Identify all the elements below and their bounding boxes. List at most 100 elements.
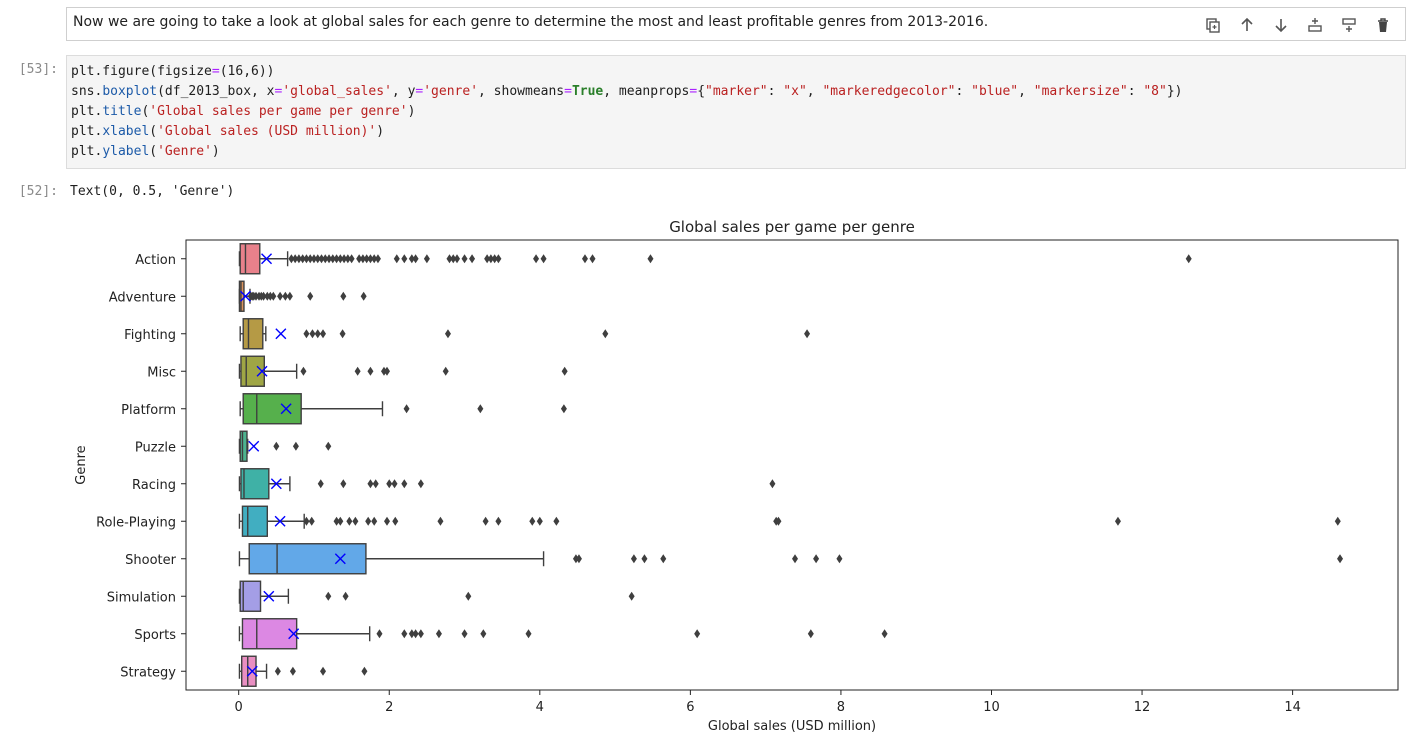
delete-icon[interactable] <box>1369 14 1397 36</box>
outlier-point <box>525 629 532 639</box>
outlier-point <box>380 366 387 376</box>
box-fighting <box>242 318 264 350</box>
outlier-point <box>292 254 299 264</box>
outlier-point <box>367 366 374 376</box>
outlier-point <box>477 404 484 414</box>
outlier-point <box>417 629 424 639</box>
move-down-icon[interactable] <box>1267 14 1295 36</box>
cell-toolbar <box>1199 14 1397 36</box>
outlier-point <box>274 666 281 676</box>
outlier-point <box>374 254 381 264</box>
outlier-point <box>372 479 379 489</box>
box-racing <box>240 468 270 500</box>
outlier-point <box>495 254 502 264</box>
code-line: plt.figure(figsize=(16,6)) <box>71 62 1183 82</box>
outlier-point <box>346 516 353 526</box>
outlier-point <box>314 254 321 264</box>
outlier-point <box>412 254 419 264</box>
outlier-point <box>317 479 324 489</box>
outlier-point <box>264 291 271 301</box>
insert-below-icon[interactable] <box>1335 14 1363 36</box>
code-token: = <box>689 84 698 99</box>
outlier-point <box>326 254 333 264</box>
mean-marker <box>334 553 346 565</box>
outlier-point <box>260 291 267 301</box>
outlier-point <box>529 516 536 526</box>
outlier-point <box>482 516 489 526</box>
code-token: , meanprops <box>603 84 690 99</box>
x-tick-label: 4 <box>536 700 544 715</box>
mean-marker <box>270 478 282 490</box>
outlier-point <box>495 516 502 526</box>
code-token: 'global_sales' <box>282 84 392 99</box>
mean-marker <box>280 403 292 415</box>
outlier-point <box>553 516 560 526</box>
outlier-point <box>341 254 348 264</box>
y-tick-label: Puzzle <box>135 440 176 455</box>
code-cell[interactable]: plt.figure(figsize=(16,6)) sns.boxplot(df… <box>66 55 1406 169</box>
move-up-icon[interactable] <box>1233 14 1261 36</box>
insert-above-icon[interactable] <box>1301 14 1329 36</box>
x-tick-label: 8 <box>837 700 845 715</box>
outlier-point <box>804 329 811 339</box>
code-token: "8" <box>1143 84 1167 99</box>
outlier-point <box>628 591 635 601</box>
code-token: True <box>571 84 604 99</box>
outlier-point <box>339 329 346 339</box>
y-tick-label: Action <box>135 253 176 268</box>
code-editor[interactable]: plt.figure(figsize=(16,6)) sns.boxplot(df… <box>71 62 1183 162</box>
outlier-point <box>320 666 327 676</box>
y-tick-label: Fighting <box>124 328 176 343</box>
outlier-point <box>295 254 302 264</box>
mean-marker <box>263 590 275 602</box>
y-tick-label: Shooter <box>125 553 176 568</box>
outlier-point <box>589 254 596 264</box>
mean-marker <box>256 365 268 377</box>
y-tick-label: Racing <box>132 478 176 493</box>
code-token: { <box>697 84 706 99</box>
box-sports <box>241 618 298 650</box>
outlier-point <box>329 254 336 264</box>
markdown-cell[interactable]: Now we are going to take a look at globa… <box>66 7 1406 41</box>
code-token: (df_2013_box, x <box>157 84 275 99</box>
outlier-point <box>307 254 314 264</box>
box-adventure <box>238 280 245 312</box>
outlier-point <box>412 629 419 639</box>
code-line: plt.title('Global sales per game per gen… <box>71 102 1183 122</box>
outlier-point <box>303 516 310 526</box>
outlier-point <box>561 366 568 376</box>
outlier-point <box>253 291 260 301</box>
code-token: = <box>211 64 220 79</box>
code-line: sns.boxplot(df_2013_box, x='global_sales… <box>71 82 1183 102</box>
outlier-point <box>641 554 648 564</box>
x-tick-label: 6 <box>686 700 694 715</box>
duplicate-icon[interactable] <box>1199 14 1227 36</box>
outlier-point <box>484 254 491 264</box>
x-tick-label: 12 <box>1134 700 1151 715</box>
x-tick-label: 10 <box>983 700 1000 715</box>
outlier-point <box>1334 516 1341 526</box>
outlier-point <box>575 554 582 564</box>
code-token: = <box>415 84 424 99</box>
outlier-point <box>333 516 340 526</box>
x-tick-label: 0 <box>235 700 243 715</box>
code-token: = <box>564 84 572 99</box>
y-tick-label: Strategy <box>120 665 176 680</box>
code-token: title <box>102 104 142 119</box>
outlier-point <box>491 254 498 264</box>
outlier-point <box>320 329 327 339</box>
outlier-point <box>299 254 306 264</box>
outlier-point <box>408 254 415 264</box>
outlier-point <box>337 254 344 264</box>
chart-title: Global sales per game per genre <box>669 218 915 236</box>
code-token: : <box>1127 84 1144 99</box>
outlier-point <box>376 629 383 639</box>
outlier-point <box>359 254 366 264</box>
mean-marker <box>239 290 251 302</box>
outlier-point <box>363 254 370 264</box>
outlier-point <box>300 366 307 376</box>
outlier-point <box>417 479 424 489</box>
code-token: "markeredgecolor" <box>822 84 956 99</box>
mean-marker <box>275 328 287 340</box>
box-puzzle <box>239 430 248 462</box>
